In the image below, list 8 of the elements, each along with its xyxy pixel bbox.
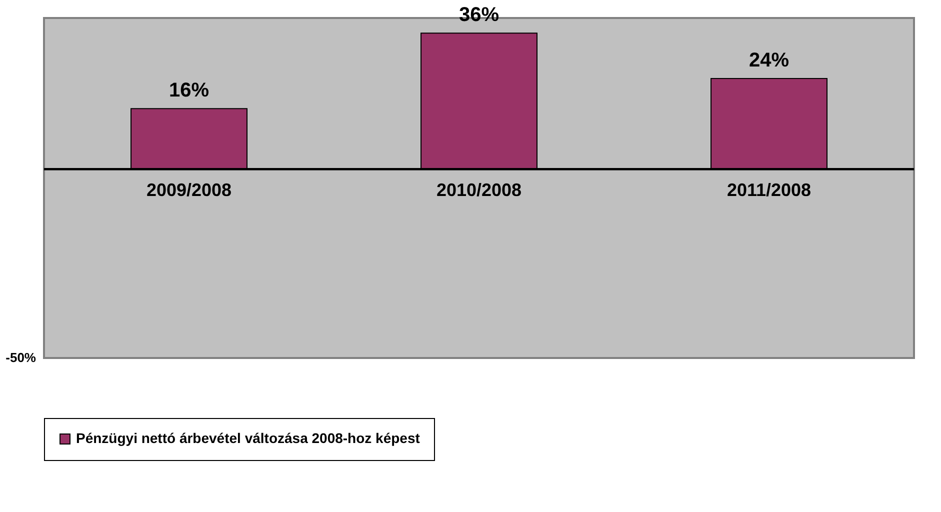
x-tick-label: 2009/2008 — [146, 180, 232, 200]
data-label: 36% — [458, 4, 500, 26]
x-tick-label: 2011/2008 — [726, 180, 812, 200]
text: -50% — [6, 350, 36, 365]
legend-label: Pénzügyi nettó árbevétel változása 2008-hoz képest — [76, 430, 420, 446]
data-label: 16% — [168, 80, 210, 102]
data-label: 24% — [748, 49, 790, 72]
x-tick-label: 2010/2008 — [436, 180, 522, 200]
